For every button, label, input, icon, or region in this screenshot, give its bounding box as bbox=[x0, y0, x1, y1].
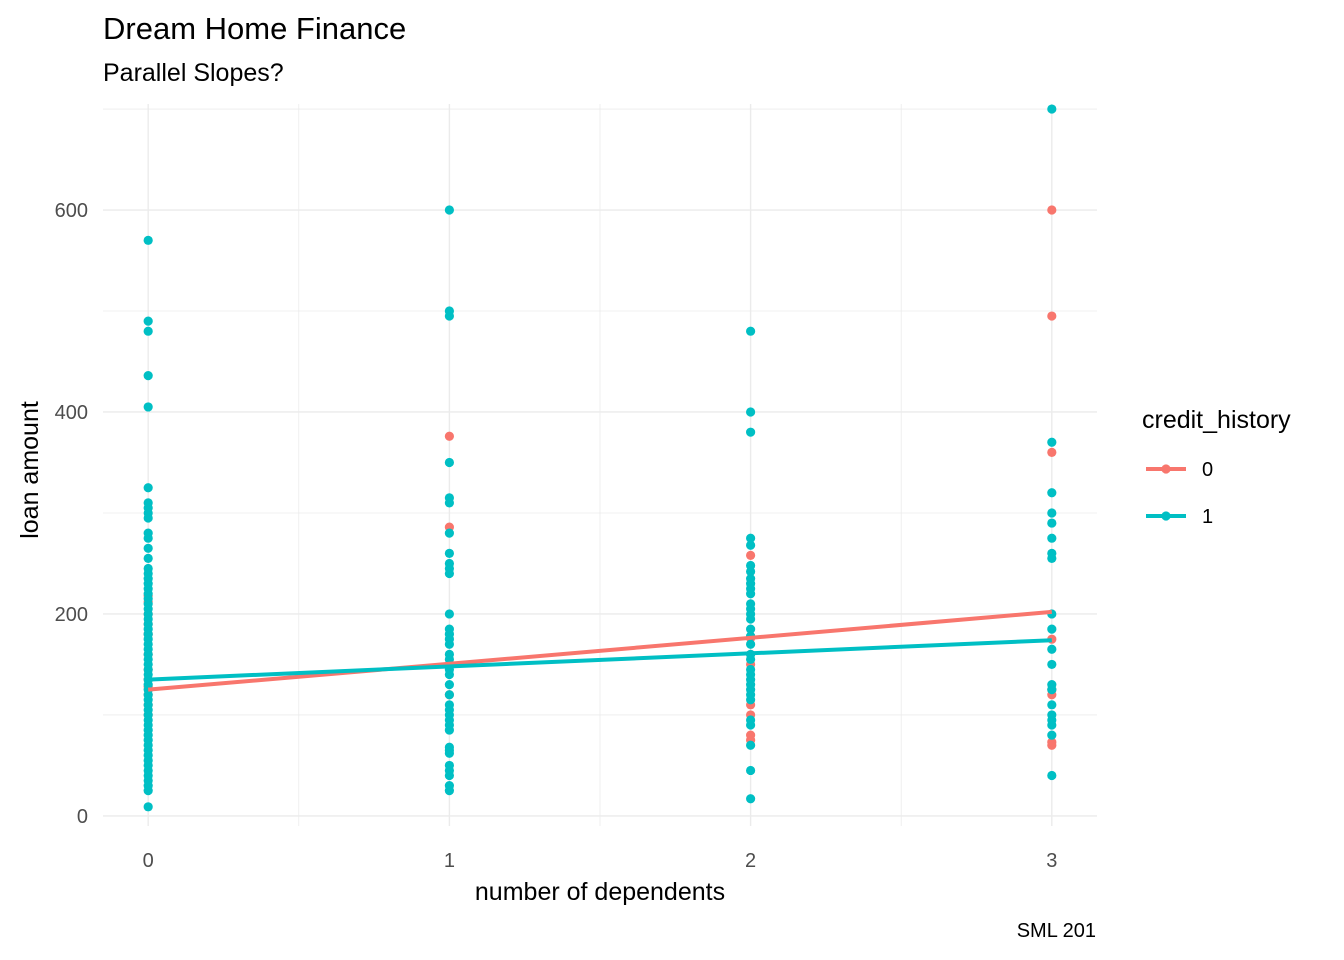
data-point-credit-1 bbox=[1047, 624, 1057, 634]
data-point-credit-1 bbox=[444, 548, 454, 558]
data-point-credit-1 bbox=[444, 609, 454, 619]
data-point-credit-1 bbox=[1047, 720, 1057, 730]
legend-label: 1 bbox=[1202, 506, 1213, 528]
x-tick-label: 1 bbox=[444, 850, 455, 872]
x-tick-label: 2 bbox=[745, 850, 756, 872]
x-tick-label: 0 bbox=[143, 850, 154, 872]
data-point-credit-1 bbox=[746, 794, 756, 804]
data-point-credit-1 bbox=[1047, 533, 1057, 543]
data-point-credit-0 bbox=[746, 550, 756, 560]
y-tick-label: 0 bbox=[77, 806, 88, 828]
grid-lines bbox=[103, 104, 1097, 826]
data-point-credit-1 bbox=[444, 725, 454, 735]
x-axis-title: number of dependents bbox=[475, 878, 725, 906]
legend-entries: 01 bbox=[1146, 459, 1213, 528]
data-point-credit-1 bbox=[444, 680, 454, 690]
data-point-credit-1 bbox=[444, 748, 454, 758]
chart-title: Dream Home Finance bbox=[103, 11, 407, 46]
data-point-credit-0 bbox=[1047, 740, 1057, 750]
data-point-credit-1 bbox=[143, 316, 153, 326]
y-tick-labels: 0 200 400 600 bbox=[55, 200, 88, 828]
data-point-credit-0 bbox=[1047, 311, 1057, 321]
data-point-credit-1 bbox=[746, 720, 756, 730]
data-point-credit-1 bbox=[746, 407, 756, 417]
data-point-credit-1 bbox=[444, 770, 454, 781]
data-point-credit-1 bbox=[444, 528, 454, 538]
chart-subtitle: Parallel Slopes? bbox=[103, 59, 284, 87]
data-point-credit-1 bbox=[1047, 488, 1057, 498]
legend-key-point bbox=[1161, 511, 1171, 521]
data-point-credit-1 bbox=[746, 695, 756, 705]
data-point-credit-1 bbox=[143, 483, 153, 493]
data-point-credit-1 bbox=[746, 326, 756, 336]
y-tick-label: 600 bbox=[55, 200, 88, 222]
data-point-credit-1 bbox=[143, 802, 153, 812]
data-point-credit-1 bbox=[1047, 685, 1057, 695]
data-point-credit-1 bbox=[746, 624, 756, 634]
data-point-credit-1 bbox=[1047, 770, 1057, 781]
data-point-credit-1 bbox=[746, 589, 756, 599]
data-point-credit-1 bbox=[1047, 553, 1057, 564]
data-point-credit-1 bbox=[746, 540, 756, 550]
data-point-credit-1 bbox=[1047, 437, 1057, 447]
data-point-credit-1 bbox=[444, 498, 454, 508]
fit-line-credit-0 bbox=[148, 609, 1052, 692]
data-point-credit-1 bbox=[1047, 518, 1057, 528]
data-point-credit-1 bbox=[1047, 700, 1057, 710]
data-point-credit-1 bbox=[746, 533, 756, 543]
legend-title: credit_history bbox=[1142, 406, 1291, 434]
data-point-credit-1 bbox=[143, 402, 153, 412]
data-point-credit-1 bbox=[746, 740, 756, 750]
data-point-credit-1 bbox=[444, 786, 454, 796]
data-point-credit-0 bbox=[1047, 205, 1057, 215]
data-point-credit-1 bbox=[444, 568, 454, 579]
data-point-credit-1 bbox=[444, 311, 454, 321]
x-tick-label: 3 bbox=[1046, 850, 1057, 872]
x-tick-labels: 0 1 2 3 bbox=[143, 850, 1058, 872]
data-point-credit-1 bbox=[746, 566, 756, 577]
data-point-credit-0 bbox=[444, 431, 454, 441]
legend-key-point bbox=[1161, 464, 1171, 474]
fit-lines bbox=[148, 609, 1052, 692]
data-point-credit-1 bbox=[746, 639, 756, 649]
data-point-credit-1 bbox=[1047, 659, 1057, 670]
y-tick-label: 400 bbox=[55, 402, 88, 424]
data-point-credit-1 bbox=[746, 765, 756, 776]
data-point-credit-1 bbox=[746, 427, 756, 437]
data-point-credit-1 bbox=[1047, 730, 1057, 740]
fit-line-credit-1 bbox=[148, 638, 1052, 682]
y-axis-title: loan amount bbox=[16, 401, 44, 539]
data-point-credit-1 bbox=[143, 533, 153, 543]
legend: credit_history 01 bbox=[1142, 406, 1291, 528]
data-point-credit-1 bbox=[444, 205, 454, 215]
data-point-credit-1 bbox=[444, 669, 454, 680]
data-point-credit-1 bbox=[143, 371, 153, 381]
data-point-credit-1 bbox=[143, 235, 153, 245]
data-point-credit-1 bbox=[1047, 508, 1057, 518]
data-point-credit-1 bbox=[1047, 104, 1057, 114]
data-point-credit-1 bbox=[444, 457, 454, 468]
data-point-credit-1 bbox=[746, 614, 756, 624]
data-point-credit-1 bbox=[143, 786, 153, 796]
y-tick-label: 200 bbox=[55, 604, 88, 626]
data-point-credit-1 bbox=[444, 690, 454, 700]
data-point-credit-1 bbox=[444, 639, 454, 649]
data-point-credit-1 bbox=[143, 513, 153, 523]
legend-label: 0 bbox=[1202, 459, 1213, 481]
data-point-credit-1 bbox=[1047, 644, 1057, 654]
data-point-credit-1 bbox=[746, 654, 756, 664]
data-point-credit-1 bbox=[143, 326, 153, 336]
data-point-credit-0 bbox=[1047, 447, 1057, 457]
data-point-credit-1 bbox=[143, 543, 153, 553]
chart-caption: SML 201 bbox=[1016, 920, 1096, 942]
data-point-credit-1 bbox=[143, 553, 153, 564]
